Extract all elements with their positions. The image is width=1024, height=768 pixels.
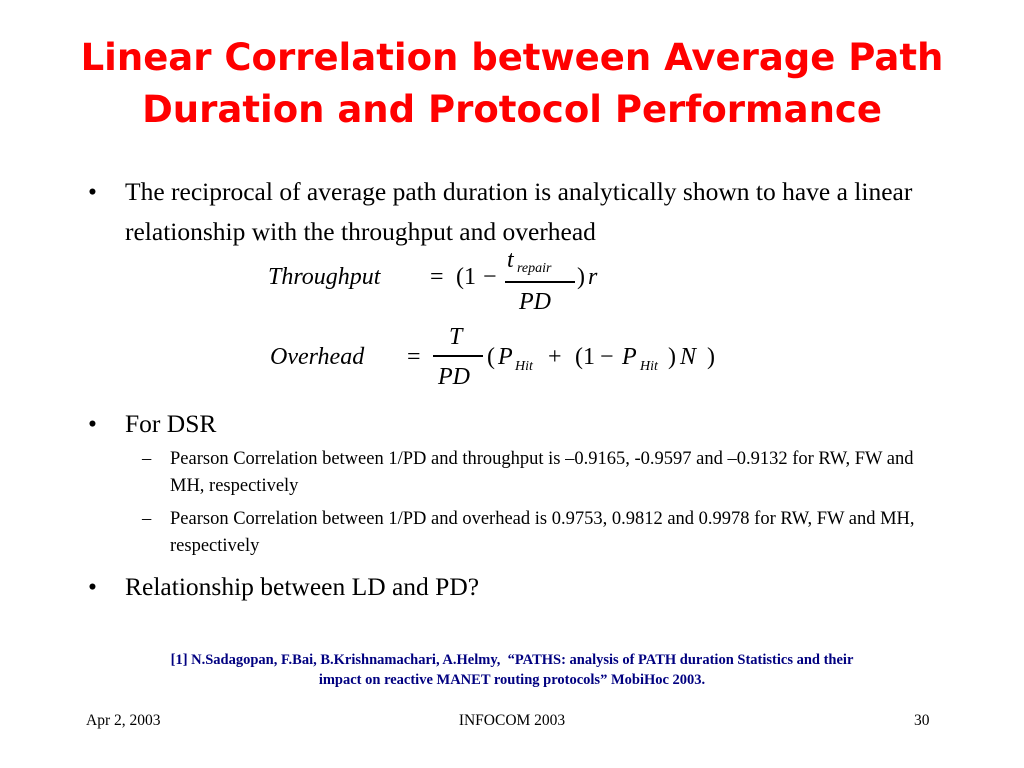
eq-throughput-close: ) xyxy=(577,264,585,290)
eq-overhead-open: ( xyxy=(487,344,495,370)
eq-overhead-den: PD xyxy=(438,364,470,390)
eq-overhead-equals: = xyxy=(407,344,421,370)
eq-overhead-fraction: T PD xyxy=(433,325,483,395)
bullet-marker: • xyxy=(88,572,97,601)
bullet-for-dsr: • For DSR xyxy=(88,404,958,444)
eq-overhead-n: N xyxy=(680,344,697,370)
footer-date: Apr 2, 2003 xyxy=(86,712,161,729)
reference-line-1: [1] N.Sadagopan, F.Bai, B.Krishnamachari… xyxy=(170,652,854,668)
subbullet-overhead-correlation: – Pearson Correlation between 1/PD and o… xyxy=(142,506,942,560)
bullet-reciprocal: • The reciprocal of average path duratio… xyxy=(88,172,958,252)
eq-overhead-num: T xyxy=(449,324,463,350)
eq-overhead-p2: P xyxy=(622,344,637,370)
eq-overhead-close: ) xyxy=(707,344,715,370)
eq-throughput-den: PD xyxy=(519,289,551,315)
reference-citation: [1] N.Sadagopan, F.Bai, B.Krishnamachari… xyxy=(60,650,964,690)
subbullet-text: Pearson Correlation between 1/PD and ove… xyxy=(170,509,915,556)
footer-page-number: 30 xyxy=(914,712,930,729)
slide-title: Linear Correlation between Average Path … xyxy=(0,32,1024,136)
footer-conference: INFOCOM 2003 xyxy=(458,712,566,729)
subbullet-marker: – xyxy=(142,509,152,529)
slide-title-line-2: Duration and Protocol Performance xyxy=(142,88,882,131)
bullet-marker: • xyxy=(88,177,97,206)
reference-line-2: impact on reactive MANET routing protoco… xyxy=(318,672,706,688)
subbullet-throughput-correlation: – Pearson Correlation between 1/PD and t… xyxy=(142,446,942,500)
eq-overhead-p: P xyxy=(498,344,513,370)
eq-overhead-close-n: ) xyxy=(668,344,676,370)
eq-throughput-r: r xyxy=(588,264,598,290)
bullet-text: Relationship between LD and PD? xyxy=(125,572,480,601)
eq-throughput-open: (1 xyxy=(456,264,476,290)
eq-throughput-num-sub: repair xyxy=(517,261,552,276)
eq-throughput-fraction: t repair PD xyxy=(505,248,575,318)
slide-title-line-1: Linear Correlation between Average Path xyxy=(80,36,944,79)
eq-overhead-fraction-bar xyxy=(433,355,483,357)
eq-overhead-hit: Hit xyxy=(515,359,533,374)
eq-overhead-lhs: Overhead xyxy=(270,344,365,370)
eq-throughput-lhs: Throughput xyxy=(268,264,381,290)
bullet-marker: • xyxy=(88,409,97,438)
eq-throughput-fraction-bar xyxy=(505,281,575,283)
eq-overhead-plus: + xyxy=(548,344,562,370)
bullet-text: For DSR xyxy=(125,409,217,438)
subbullet-text: Pearson Correlation between 1/PD and thr… xyxy=(170,449,914,496)
bullet-ld-pd: • Relationship between LD and PD? xyxy=(88,567,958,607)
eq-overhead-minus: − xyxy=(600,344,614,370)
eq-overhead-open2: (1 xyxy=(575,344,595,370)
eq-throughput-equals: = xyxy=(430,264,444,290)
eq-overhead-hit2: Hit xyxy=(640,359,658,374)
bullet-text: The reciprocal of average path duration … xyxy=(125,177,913,246)
subbullet-marker: – xyxy=(142,449,152,469)
eq-throughput-minus: − xyxy=(483,264,497,290)
